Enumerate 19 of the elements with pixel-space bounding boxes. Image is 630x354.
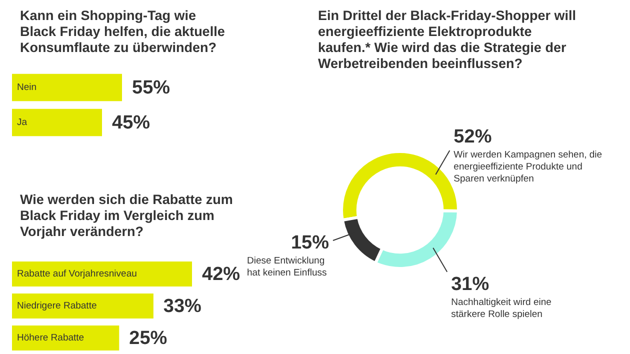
- data-label: 52%: [454, 126, 492, 148]
- slice-label: Wir werden Kampagnen sehen, die energieeffiziente Produkte und Sparen verknüpfen: [454, 150, 602, 185]
- y-tick-label: Höhere Rabatte: [17, 332, 84, 344]
- y-tick-label: Nein: [17, 82, 37, 94]
- y-tick-label: Niedrigere Rabatte: [17, 300, 97, 312]
- slice-label: Diese Entwicklung hat keinen Einfluss: [246, 255, 327, 278]
- y-tick-label: Rabatte auf Vorjahresniveau: [17, 268, 137, 280]
- y-tick-label: Ja: [17, 117, 28, 128]
- slice-label: Nachhaltigkeit wird eine stärkere Rolle spielen: [451, 296, 552, 320]
- data-label: 33%: [163, 296, 202, 318]
- data-label: 55%: [132, 78, 170, 99]
- data-label: 25%: [129, 328, 168, 350]
- data-label: 15%: [290, 232, 330, 254]
- chart-title: Kann ein Shopping-Tag wie Black Friday helfen, die aktuelle Konsumflaute zu überwinden?: [20, 8, 226, 56]
- data-label: 45%: [112, 112, 150, 134]
- data-label: 31%: [451, 274, 490, 295]
- data-label: 42%: [202, 264, 240, 286]
- chart-title: Ein Drittel der Black-Friday-Shopper will energieeffiziente Elektroprodukte kaufen.* Wie wird das die Strategie der Werbetreibenden beeinflussen?: [318, 8, 578, 72]
- chart-title: Wie werden sich die Rabatte zum Black Friday im Vergleich zum Vorjahr verändern?: [20, 192, 234, 240]
